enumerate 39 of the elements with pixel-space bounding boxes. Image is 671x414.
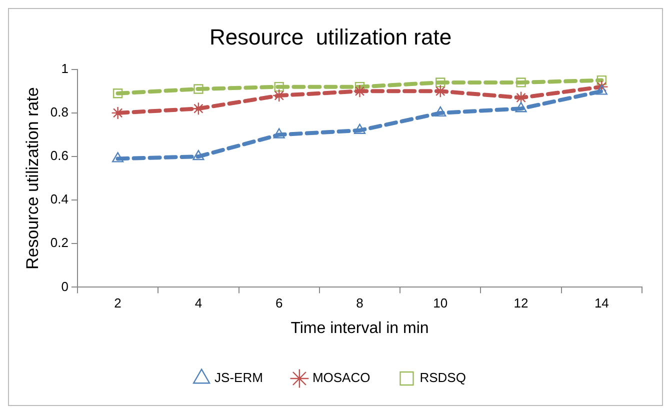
legend-label: RSDSQ [420, 370, 466, 386]
point [354, 124, 366, 134]
point [192, 102, 206, 116]
point [274, 82, 284, 92]
y-tick-label: 0.8 [50, 104, 68, 120]
y-axis-title: Resource utilization rate [22, 87, 42, 270]
point [595, 80, 608, 94]
x-tick-label: 4 [194, 296, 202, 311]
point [353, 84, 366, 98]
point [434, 84, 447, 98]
x-tick-label: 6 [275, 296, 283, 311]
x-tick-label: 8 [356, 296, 364, 311]
y-tick-label: 0.2 [50, 235, 68, 250]
point [596, 84, 608, 95]
x-tick-label: 10 [433, 296, 448, 311]
legend-label: MOSACO [312, 370, 370, 386]
y-tick-label: 1 [61, 60, 68, 76]
point [273, 128, 285, 138]
point [596, 75, 607, 86]
point [194, 84, 204, 94]
x-axis-title: Time interval in min [290, 320, 429, 337]
point [434, 106, 446, 117]
y-tick-label: 0.6 [50, 148, 68, 164]
x-tick-label: 12 [514, 296, 528, 311]
point [111, 106, 124, 120]
x-tick-label: 2 [114, 296, 122, 311]
y-tick-label: 0 [61, 278, 68, 294]
x-tick-label: 14 [594, 296, 609, 311]
point [514, 91, 528, 104]
point [112, 152, 124, 162]
point [515, 102, 527, 112]
point [112, 88, 123, 98]
point [516, 78, 526, 88]
point [192, 150, 204, 160]
legend-label: JS-ERM [214, 370, 263, 386]
point [272, 88, 286, 102]
chart-title: Resource utilization rate [209, 24, 452, 50]
point [436, 78, 446, 88]
y-tick-label: 0.4 [50, 192, 68, 207]
